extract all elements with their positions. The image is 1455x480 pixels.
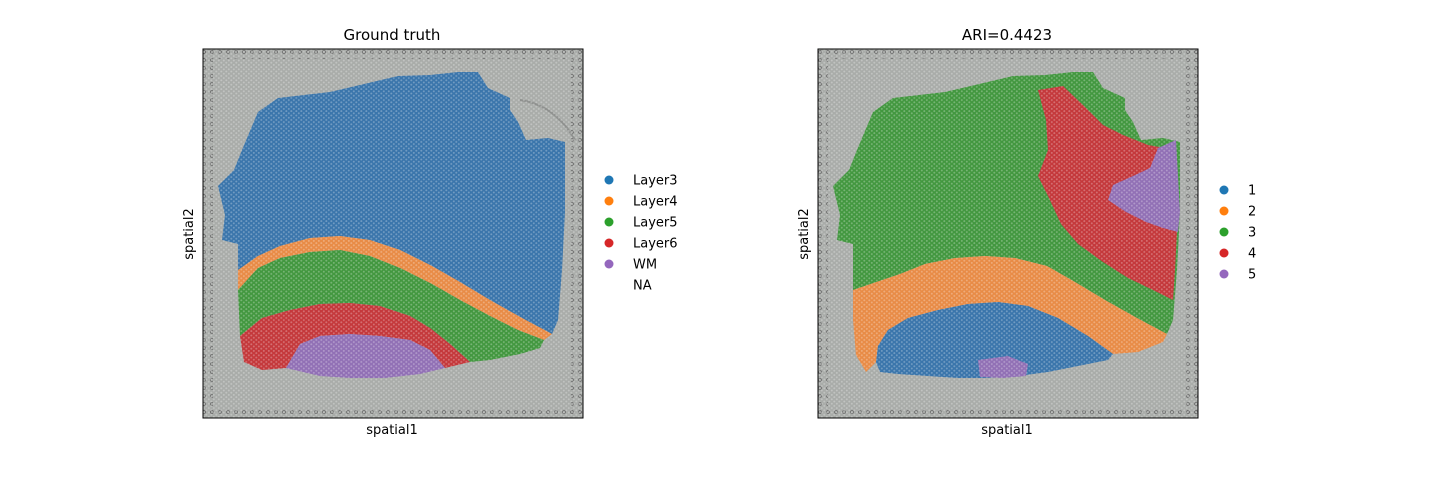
ari-chart: ARI=0.4423 spatial1 spatial2 1 2 3 4 5 [797, 26, 1256, 438]
legend-label: Layer5 [633, 216, 678, 231]
legend-marker [1219, 206, 1229, 216]
legend-marker [604, 259, 614, 269]
legend-marker [1219, 227, 1229, 237]
chart-title: Ground truth [344, 26, 441, 44]
legend-label: Layer6 [633, 237, 678, 252]
legend: 1 2 3 4 5 [1219, 184, 1256, 283]
legend-label: NA [633, 279, 652, 294]
legend-marker [1219, 185, 1229, 195]
legend-marker [604, 238, 614, 248]
legend-label: 5 [1248, 268, 1256, 283]
y-axis-label: spatial2 [182, 208, 197, 260]
legend-label: Layer4 [633, 195, 678, 210]
legend: Layer3 Layer4 Layer5 Layer6 WM NA [604, 174, 678, 294]
legend-label: WM [633, 258, 657, 273]
axes-frame [202, 48, 584, 419]
legend-marker [1219, 248, 1229, 258]
legend-label: 3 [1248, 226, 1256, 241]
chart-title: ARI=0.4423 [962, 26, 1052, 44]
spot-texture [203, 49, 583, 418]
legend-marker [604, 217, 614, 227]
legend-label: 4 [1248, 247, 1256, 262]
legend-label: Layer3 [633, 174, 678, 189]
ari-panel: ARI=0.4423 spatial1 spatial2 1 2 3 4 5 [728, 0, 1455, 480]
legend-label: 1 [1248, 184, 1256, 199]
ground-truth-panel: Ground truth spatial1 spatial2 Layer3 Lay… [0, 0, 727, 480]
legend-marker [1219, 269, 1229, 279]
legend-marker [604, 196, 614, 206]
spot-texture [818, 49, 1198, 418]
ground-truth-chart: Ground truth spatial1 spatial2 Layer3Lay… [182, 26, 678, 438]
axes-frame [817, 48, 1199, 419]
legend-label: 2 [1248, 205, 1256, 220]
x-axis-label: spatial1 [981, 423, 1033, 438]
y-axis-label: spatial2 [797, 208, 812, 260]
legend-marker [604, 175, 614, 185]
x-axis-label: spatial1 [366, 423, 418, 438]
